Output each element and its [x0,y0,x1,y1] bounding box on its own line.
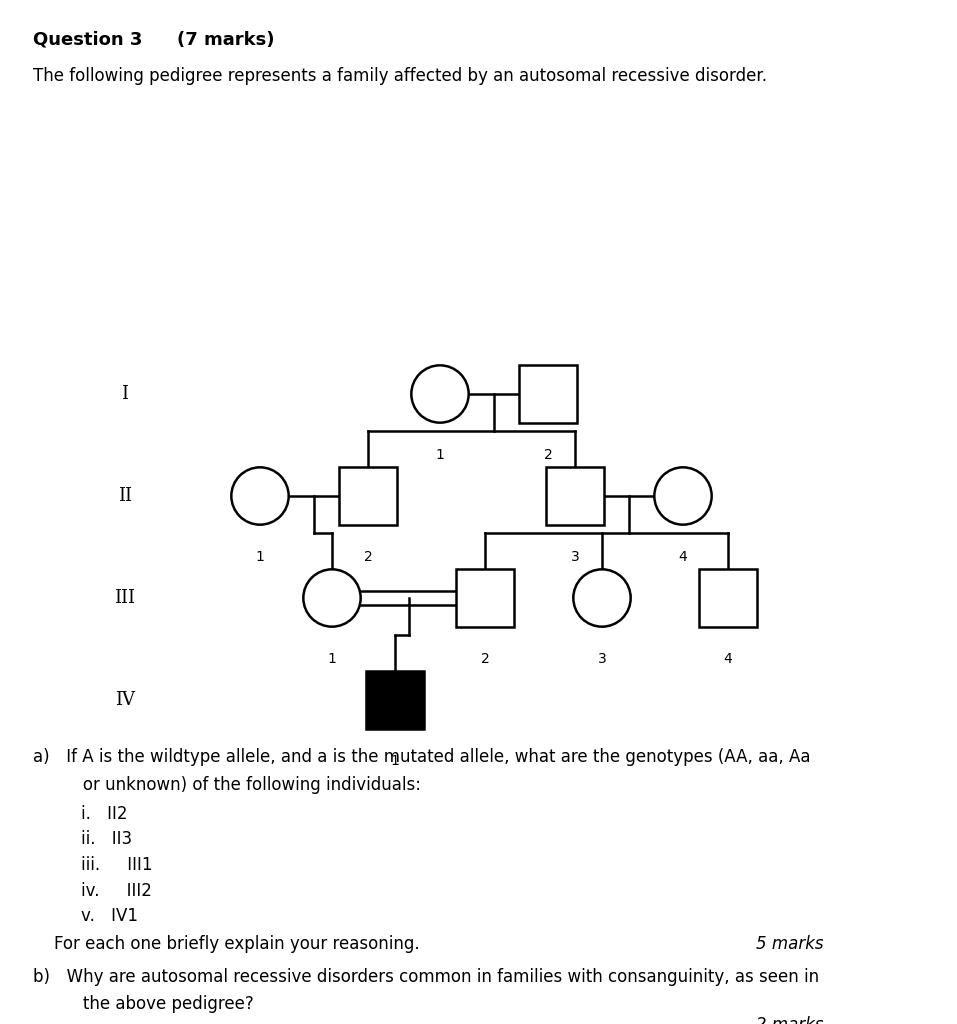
Text: IV: IV [115,691,135,709]
Text: 4: 4 [723,652,732,667]
Text: 2 marks: 2 marks [756,1016,824,1024]
Text: 1: 1 [256,550,264,564]
Text: (7 marks): (7 marks) [177,31,275,49]
Text: II: II [118,487,132,505]
Text: i.   II2: i. II2 [81,805,128,823]
Ellipse shape [573,569,631,627]
Text: 3: 3 [597,652,607,667]
Text: 3: 3 [570,550,579,564]
Text: b) Why are autosomal recessive disorders common in families with consanguinity, : b) Why are autosomal recessive disorders… [33,968,819,986]
FancyBboxPatch shape [520,366,577,423]
FancyBboxPatch shape [340,467,396,524]
Text: ii.   II3: ii. II3 [81,830,132,849]
Text: Question 3: Question 3 [33,31,143,49]
Text: III: III [115,589,136,607]
Text: 1: 1 [390,755,399,768]
Text: 2: 2 [480,652,489,667]
Text: 1: 1 [327,652,337,667]
Text: the above pedigree?: the above pedigree? [33,995,255,1014]
Ellipse shape [303,569,361,627]
FancyBboxPatch shape [367,672,424,729]
Ellipse shape [412,366,469,423]
Text: a) If A is the wildtype allele, and a is the mutated allele, what are the genoty: a) If A is the wildtype allele, and a is… [33,748,811,766]
Text: 2: 2 [364,550,372,564]
Text: iv.   III2: iv. III2 [81,882,152,900]
Text: 4: 4 [679,550,687,564]
Ellipse shape [655,467,712,524]
Text: 2: 2 [544,449,552,462]
Text: The following pedigree represents a family affected by an autosomal recessive di: The following pedigree represents a fami… [33,67,768,85]
Text: iii.   III1: iii. III1 [81,856,153,874]
Text: For each one briefly explain your reasoning.: For each one briefly explain your reason… [33,935,420,953]
Text: 5 marks: 5 marks [756,935,824,953]
FancyBboxPatch shape [456,569,514,627]
FancyBboxPatch shape [700,569,757,627]
Text: v.   IV1: v. IV1 [81,907,139,926]
Ellipse shape [232,467,289,524]
Text: 1: 1 [435,449,444,462]
FancyBboxPatch shape [546,467,604,524]
Text: or unknown) of the following individuals:: or unknown) of the following individuals… [33,776,421,795]
Text: I: I [122,385,128,403]
